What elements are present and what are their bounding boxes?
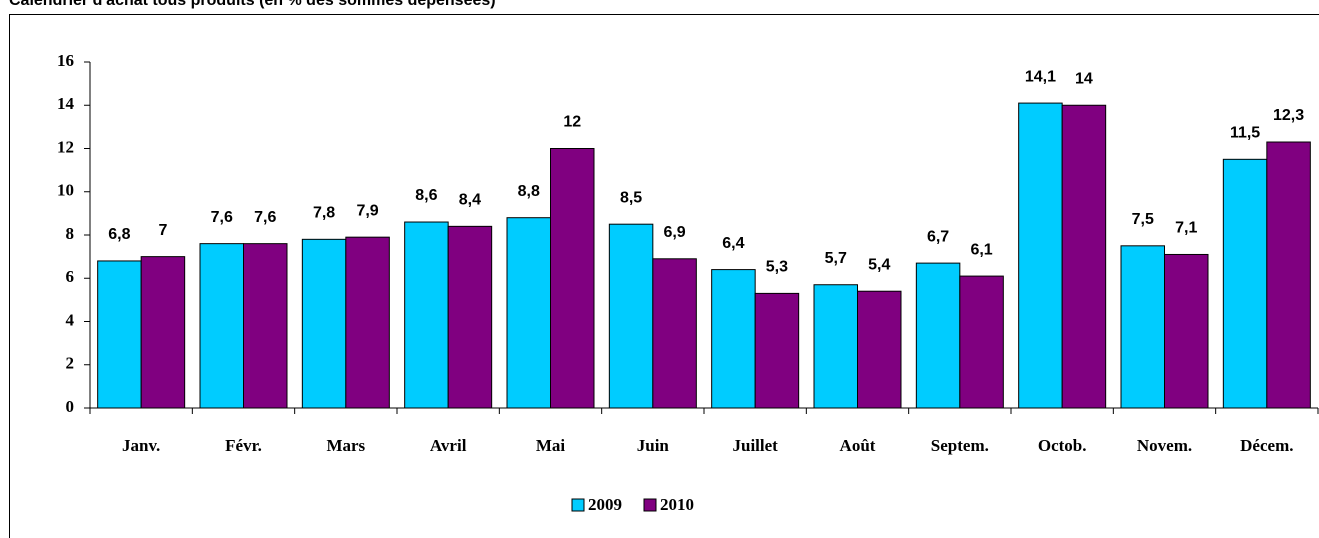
bar (140, 256, 186, 409)
bar (345, 236, 390, 409)
bar (97, 260, 142, 409)
data-label: 6,8 (108, 226, 130, 243)
data-label: 12,3 (1273, 107, 1304, 124)
bar (959, 275, 1004, 409)
y-tick-label: 0 (66, 397, 75, 416)
x-tick-label: Mars (326, 436, 365, 455)
data-label: 8,5 (620, 189, 642, 206)
bar (1120, 245, 1165, 409)
y-tick-label: 4 (66, 310, 75, 329)
chart-title: Calendrier d'achat tous produits (en % d… (9, 0, 496, 9)
bar (301, 238, 347, 409)
y-tick-label: 6 (66, 267, 75, 286)
x-tick-label: Avril (430, 436, 467, 455)
data-label: 11,5 (1230, 125, 1260, 142)
data-label: 6,4 (722, 235, 744, 252)
x-tick-label: Octob. (1038, 436, 1087, 455)
bar (608, 223, 654, 409)
data-label: 7,5 (1132, 211, 1154, 228)
data-label: 5,7 (825, 250, 847, 267)
y-tick-label: 12 (57, 137, 74, 156)
data-label: 8,6 (415, 187, 437, 204)
data-label: 6,9 (663, 224, 685, 241)
y-tick-label: 14 (57, 94, 75, 113)
bar (813, 284, 858, 409)
data-label: 8,4 (459, 192, 481, 209)
x-tick-label: Janv. (122, 436, 160, 455)
x-tick-label: Juillet (732, 436, 778, 455)
data-label: 7 (158, 222, 167, 239)
data-label: 7,9 (356, 202, 378, 219)
bar (550, 148, 595, 409)
bar (857, 290, 902, 409)
bar (1222, 158, 1268, 409)
x-tick-label: Juin (637, 436, 670, 455)
bar (404, 221, 449, 409)
bar (1266, 141, 1311, 409)
bar (1164, 253, 1209, 409)
y-tick-label: 16 (57, 51, 74, 70)
bar (506, 217, 551, 409)
bar (1061, 104, 1107, 409)
data-label: 6,7 (927, 228, 949, 245)
data-label: 7,6 (254, 209, 276, 226)
x-tick-label: Févr. (225, 436, 262, 455)
bar (754, 292, 800, 409)
data-label: 14,1 (1025, 68, 1056, 85)
bar (711, 269, 756, 409)
data-label: 6,1 (970, 241, 992, 258)
bar (915, 262, 961, 409)
y-tick-label: 2 (66, 354, 75, 373)
bar (199, 243, 244, 409)
bar (447, 225, 493, 409)
x-tick-label: Septem. (931, 436, 989, 455)
x-tick-label: Août (840, 436, 876, 455)
x-tick-label: Mai (536, 436, 566, 455)
y-tick-label: 8 (66, 224, 75, 243)
legend-swatch (643, 498, 657, 512)
x-tick-label: Novem. (1137, 436, 1192, 455)
y-tick-label: 10 (57, 181, 74, 200)
bar (243, 243, 288, 409)
data-label: 14 (1075, 70, 1093, 87)
chart-border (9, 14, 1319, 538)
bar (652, 258, 697, 409)
bar (1018, 102, 1063, 409)
data-label: 7,6 (211, 209, 233, 226)
data-label: 12 (563, 114, 581, 131)
data-label: 7,1 (1175, 220, 1197, 237)
data-label: 8,8 (518, 183, 540, 200)
data-label: 5,3 (766, 259, 788, 276)
x-tick-label: Décem. (1240, 436, 1293, 455)
legend-label: 2010 (660, 495, 694, 514)
data-label: 7,8 (313, 205, 335, 222)
legend-label: 2009 (588, 495, 622, 514)
legend-swatch (571, 498, 585, 512)
data-label: 5,4 (868, 256, 890, 273)
